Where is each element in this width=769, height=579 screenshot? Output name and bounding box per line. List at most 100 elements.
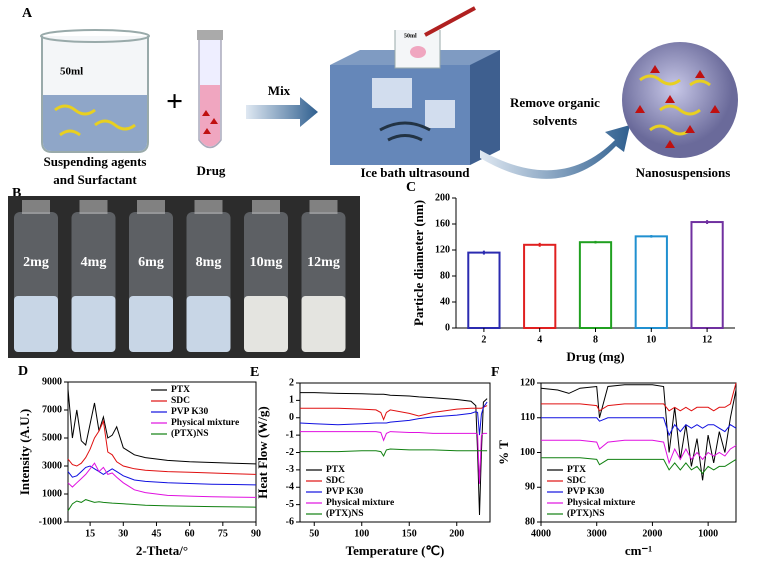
y-tick-label: 110 bbox=[521, 412, 535, 423]
suspension bbox=[14, 296, 58, 352]
plot-frame bbox=[540, 382, 737, 523]
legend-label: PTX bbox=[326, 465, 345, 475]
y-tick-label: 9000 bbox=[42, 376, 62, 387]
legend-label: Physical mixture bbox=[171, 418, 239, 428]
legend-label: SDC bbox=[326, 476, 345, 486]
y-tick-label: 5000 bbox=[42, 432, 62, 443]
bar bbox=[690, 221, 724, 329]
y-tick-label: 200 bbox=[435, 192, 450, 203]
x-axis-label: 2-Theta/° bbox=[136, 543, 188, 558]
series-line bbox=[67, 388, 257, 465]
vial-label: 6mg bbox=[138, 255, 164, 270]
vial-neck bbox=[22, 200, 50, 214]
series-line bbox=[300, 431, 488, 484]
legend-label: (PTX)NS bbox=[567, 508, 604, 519]
y-axis-label: Intensity (A.U.) bbox=[17, 409, 32, 495]
beaker-label: Suspending agents bbox=[44, 154, 147, 169]
suspension bbox=[186, 296, 231, 352]
legend-label: PTX bbox=[171, 385, 190, 395]
x-tick-label: 100 bbox=[354, 528, 369, 539]
vial-label: 10mg bbox=[250, 255, 283, 270]
y-tick-label: 90 bbox=[525, 482, 535, 493]
bath-label: Ice bath ultrasound bbox=[360, 165, 470, 180]
y-tick-label: -6 bbox=[286, 516, 294, 527]
plot-frame bbox=[299, 382, 491, 523]
series-line bbox=[67, 465, 257, 486]
y-axis-label: Heat Flow (W/g) bbox=[255, 406, 270, 498]
x-tick-label: 15 bbox=[85, 528, 95, 539]
series-line bbox=[541, 417, 737, 437]
y-tick-label: -2 bbox=[286, 447, 294, 458]
x-tick-label: 30 bbox=[118, 528, 128, 539]
x-tick-label: 12 bbox=[702, 334, 712, 345]
bar bbox=[578, 241, 613, 329]
series-line bbox=[67, 462, 257, 498]
vial-label: 2mg bbox=[23, 255, 49, 270]
series-line bbox=[541, 439, 737, 465]
series-line bbox=[67, 499, 257, 512]
suspension bbox=[71, 296, 116, 352]
bar bbox=[467, 251, 501, 330]
x-tick-label: 45 bbox=[151, 528, 161, 539]
mix-label: Mix bbox=[268, 83, 291, 98]
suspension bbox=[129, 296, 173, 352]
x-tick-label: 2 bbox=[481, 334, 486, 345]
series-line bbox=[300, 448, 488, 458]
x-tick-label: 8 bbox=[593, 334, 598, 345]
y-tick-label: -4 bbox=[286, 482, 294, 493]
x-tick-label: 4000 bbox=[531, 528, 551, 539]
x-tick-label: 150 bbox=[402, 528, 417, 539]
x-tick-label: 1000 bbox=[698, 528, 718, 539]
legend-label: PVP K30 bbox=[171, 407, 208, 417]
y-tick-label: 3000 bbox=[42, 460, 62, 471]
remove-label: solvents bbox=[533, 113, 577, 128]
x-tick-label: 50 bbox=[309, 528, 319, 539]
y-tick-label: 0 bbox=[289, 412, 294, 423]
ice-bath bbox=[330, 6, 500, 165]
legend-label: PTX bbox=[567, 465, 586, 475]
y-axis-label: Particle diameter (nm) bbox=[411, 200, 426, 326]
y-tick-label: -1000 bbox=[39, 516, 62, 527]
y-tick-label: 120 bbox=[520, 377, 535, 388]
panel-label: C bbox=[406, 180, 416, 195]
legend-label: SDC bbox=[567, 476, 586, 486]
vial-label: 8mg bbox=[196, 255, 222, 270]
panel-label: A bbox=[22, 6, 33, 21]
suspension bbox=[301, 296, 346, 352]
x-tick-label: 3000 bbox=[587, 528, 607, 539]
panel-label: E bbox=[250, 365, 259, 380]
series-line bbox=[541, 382, 737, 412]
legend-label: (PTX)NS bbox=[326, 508, 363, 519]
test-tube bbox=[197, 30, 223, 149]
legend-label: SDC bbox=[171, 396, 190, 406]
x-tick-label: 2000 bbox=[642, 528, 662, 539]
panel-label: F bbox=[491, 365, 500, 380]
y-tick-label: -3 bbox=[286, 464, 294, 475]
x-tick-label: 200 bbox=[449, 528, 464, 539]
plot-frame bbox=[67, 381, 257, 523]
x-tick-label: 10 bbox=[646, 334, 656, 345]
legend-label: (PTX)NS bbox=[171, 428, 208, 439]
vial-label: 4mg bbox=[81, 255, 107, 270]
series-line bbox=[300, 405, 488, 421]
arrow bbox=[246, 97, 318, 127]
bar bbox=[523, 243, 557, 329]
nanoparticle bbox=[622, 42, 738, 158]
x-tick-label: 75 bbox=[218, 528, 228, 539]
y-tick-label: -5 bbox=[286, 499, 294, 510]
y-tick-label: 120 bbox=[435, 244, 450, 255]
vials: 2mg 4mg 6mg 8mg 10mg 12mg bbox=[14, 200, 346, 352]
y-tick-label: 100 bbox=[520, 447, 535, 458]
product-label: Nanosuspensions bbox=[636, 165, 731, 180]
vial-neck bbox=[309, 200, 338, 214]
y-tick-label: 80 bbox=[525, 516, 535, 527]
x-tick-label: 60 bbox=[185, 528, 195, 539]
vial-neck bbox=[194, 200, 223, 214]
x-tick-label: 4 bbox=[537, 334, 542, 345]
series-line bbox=[299, 401, 488, 436]
y-tick-label: 2 bbox=[289, 377, 294, 388]
y-tick-label: -1 bbox=[286, 429, 294, 440]
y-tick-label: 1 bbox=[289, 395, 294, 406]
beaker-volume: 50ml bbox=[60, 66, 83, 78]
vial-label: 12mg bbox=[307, 255, 340, 270]
